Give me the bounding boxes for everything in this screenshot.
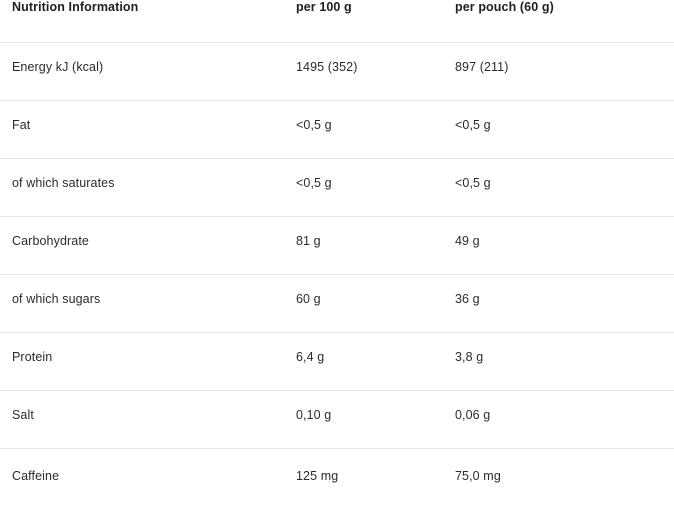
- row-value-per-100g: <0,5 g: [296, 176, 332, 190]
- header-per-pouch: per pouch (60 g): [455, 0, 554, 14]
- row-value-per-pouch: <0,5 g: [455, 176, 491, 190]
- row-label: Fat: [12, 118, 31, 132]
- row-value-per-100g: 125 mg: [296, 469, 339, 483]
- table-row-carbohydrate: Carbohydrate 81 g 49 g: [0, 217, 674, 275]
- row-value-per-100g: 0,10 g: [296, 408, 332, 422]
- row-value-per-100g: 60 g: [296, 292, 321, 306]
- row-value-per-pouch: <0,5 g: [455, 118, 491, 132]
- row-value-per-100g: <0,5 g: [296, 118, 332, 132]
- row-label: Protein: [12, 350, 53, 364]
- row-value-per-pouch: 897 (211): [455, 60, 509, 74]
- row-label: Caffeine: [12, 469, 60, 483]
- row-value-per-100g: 1495 (352): [296, 60, 358, 74]
- row-value-per-pouch: 3,8 g: [455, 350, 484, 364]
- row-label: of which saturates: [12, 176, 115, 190]
- table-row-caffeine: Caffeine 125 mg 75,0 mg: [0, 449, 674, 509]
- row-value-per-pouch: 36 g: [455, 292, 480, 306]
- row-value-per-pouch: 75,0 mg: [455, 469, 501, 483]
- table-row-sugars: of which sugars 60 g 36 g: [0, 275, 674, 333]
- table-row-energy: Energy kJ (kcal) 1495 (352) 897 (211): [0, 43, 674, 101]
- row-value-per-100g: 81 g: [296, 234, 321, 248]
- row-label: of which sugars: [12, 292, 101, 306]
- table-row-salt: Salt 0,10 g 0,06 g: [0, 391, 674, 449]
- row-label: Salt: [12, 408, 34, 422]
- row-value-per-pouch: 49 g: [455, 234, 480, 248]
- nutrition-table: Nutrition Information per 100 g per pouc…: [0, 0, 674, 483]
- row-label: Energy kJ (kcal): [12, 60, 104, 74]
- row-value-per-pouch: 0,06 g: [455, 408, 491, 422]
- table-header-row: Nutrition Information per 100 g per pouc…: [0, 0, 674, 43]
- row-label: Carbohydrate: [12, 234, 89, 248]
- header-per-100g: per 100 g: [296, 0, 352, 14]
- table-row-fat: Fat <0,5 g <0,5 g: [0, 101, 674, 159]
- table-row-protein: Protein 6,4 g 3,8 g: [0, 333, 674, 391]
- row-value-per-100g: 6,4 g: [296, 350, 325, 364]
- header-nutrition-information: Nutrition Information: [12, 0, 139, 14]
- table-row-saturates: of which saturates <0,5 g <0,5 g: [0, 159, 674, 217]
